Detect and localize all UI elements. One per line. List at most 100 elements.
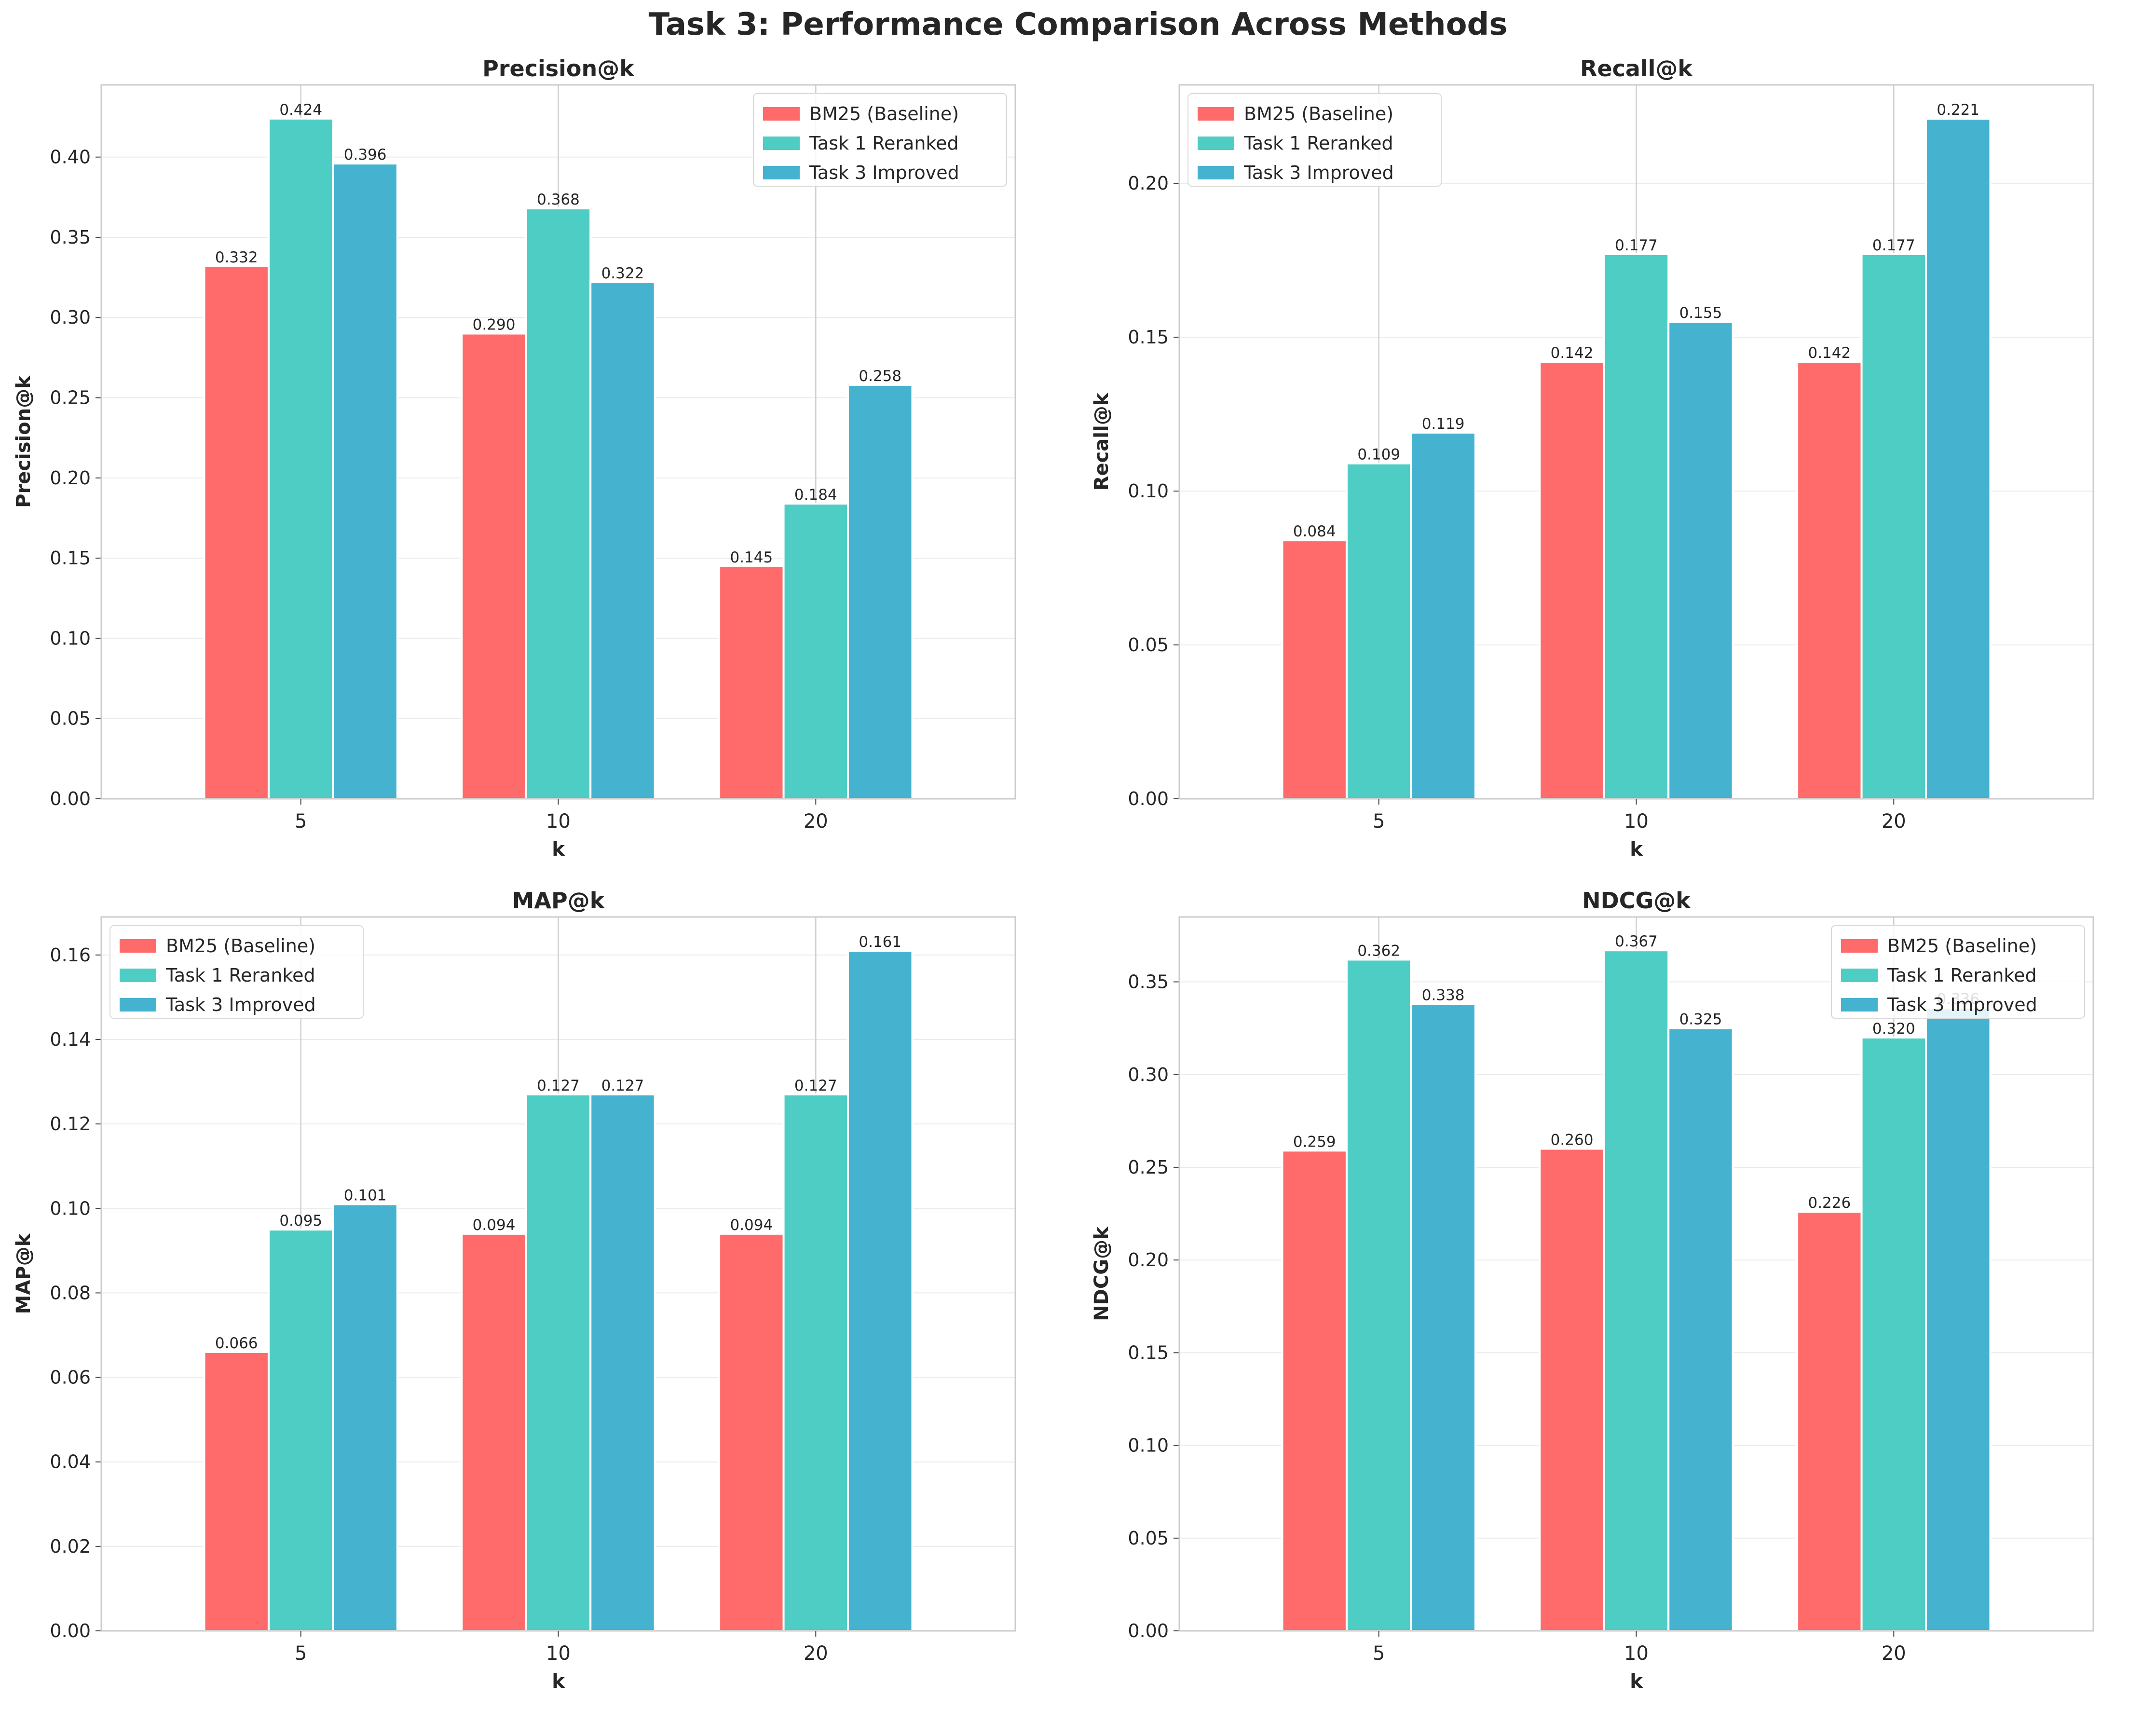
- chart1-legend-label: Task 1 Reranked: [1243, 133, 1393, 154]
- chart2-xtick-label: 10: [546, 1642, 571, 1665]
- chart1-value-label: 0.084: [1293, 523, 1336, 540]
- chart2-value-label: 0.127: [601, 1077, 644, 1094]
- chart0-value-label: 0.145: [730, 549, 773, 566]
- chart2-legend-label: Task 1 Reranked: [165, 965, 315, 986]
- chart1-legend-swatch-task-1-reranked: [1198, 137, 1234, 150]
- chart1-ytick-label: 0.20: [1128, 173, 1169, 194]
- chart0-value-label: 0.332: [215, 249, 258, 266]
- chart3-ytick-label: 0.20: [1128, 1249, 1169, 1271]
- chart0-ytick-label: 0.35: [50, 227, 91, 248]
- chart0-bar-task-1-reranked: [267, 117, 334, 800]
- chart0-value-label: 0.184: [794, 486, 837, 504]
- chart2-ytick-label: 0.06: [50, 1367, 91, 1388]
- chart2-bar-task-3-improved: [847, 950, 914, 1632]
- chart1-value-label: 0.221: [1937, 101, 1979, 119]
- chart1-value-label: 0.119: [1422, 415, 1465, 433]
- chart0-bar-task-1-reranked: [525, 207, 592, 800]
- chart2-ytick-label: 0.02: [50, 1536, 91, 1557]
- chart1-ytick-label: 0.15: [1128, 327, 1169, 348]
- chart1-value-label: 0.177: [1872, 237, 1915, 254]
- chart3-legend-box: [1831, 925, 2085, 1019]
- chart0-bar-task-3-improved: [589, 281, 656, 800]
- chart1-bar-bm25-baseline: [1281, 539, 1348, 800]
- chart3-legend-swatch-task-1-reranked: [1841, 969, 1878, 982]
- chart2-bar-task-1-reranked: [267, 1229, 334, 1632]
- chart0-ytick-label: 0.05: [50, 708, 91, 729]
- chart0-legend-box: [753, 93, 1007, 187]
- chart3-bar-task-3-improved: [1410, 1003, 1476, 1632]
- chart3-bar-bm25-baseline: [1539, 1148, 1605, 1632]
- chart1-value-label: 0.109: [1357, 446, 1400, 464]
- chart0-ytick-label: 0.25: [50, 387, 91, 409]
- chart2-ytick-label: 0.14: [50, 1029, 91, 1050]
- chart2-ytick-label: 0.04: [50, 1451, 91, 1473]
- chart3-bar-task-1-reranked: [1345, 958, 1412, 1632]
- chart2-value-label: 0.101: [344, 1187, 387, 1204]
- chart1-legend: BM25 (Baseline) Task 1 Reranked Task 3 Imp…: [1187, 93, 1442, 187]
- chart0-legend: BM25 (Baseline) Task 1 Reranked Task 3 Imp…: [753, 93, 1007, 187]
- chart3-bar-task-3-improved: [1925, 1007, 1992, 1632]
- chart0-bar-bm25-baseline: [718, 565, 785, 800]
- chart0-xtick-label: 20: [804, 810, 828, 833]
- chart1-title: Recall@k: [1580, 55, 1693, 82]
- chart3-legend-swatch-bm25-baseline: [1841, 939, 1878, 953]
- chart3-legend-swatch-task-3-improved: [1841, 998, 1878, 1012]
- chart3-xtick-label: 5: [1373, 1642, 1385, 1665]
- chart3-ylabel: NDCG@k: [1091, 1226, 1113, 1321]
- chart0-legend-swatch-task-3-improved: [763, 166, 800, 179]
- chart2-legend-swatch-task-1-reranked: [120, 969, 156, 982]
- chart0-ytick-label: 0.20: [50, 467, 91, 489]
- chart0-legend-label: Task 1 Reranked: [809, 133, 959, 154]
- chart0-ytick-label: 0.30: [50, 307, 91, 328]
- chart2-legend-box: [109, 925, 364, 1019]
- chart3-legend: BM25 (Baseline) Task 1 Reranked Task 3 Imp…: [1831, 925, 2085, 1019]
- chart3-xtick-label: 20: [1882, 1642, 1906, 1665]
- chart2-value-label: 0.094: [473, 1217, 516, 1234]
- chart3-bar-bm25-baseline: [1796, 1211, 1863, 1632]
- chart1-bar-task-3-improved: [1925, 118, 1992, 800]
- chart2-bar-task-3-improved: [589, 1093, 656, 1632]
- chart3-value-label: 0.325: [1679, 1011, 1722, 1028]
- chart3-value-label: 0.338: [1422, 987, 1465, 1004]
- chart2-value-label: 0.066: [215, 1335, 258, 1352]
- chart3-bar-bm25-baseline: [1281, 1149, 1348, 1632]
- chart1-value-label: 0.142: [1808, 344, 1851, 362]
- chart0-bar-bm25-baseline: [203, 265, 270, 800]
- chart3-bar-task-3-improved: [1667, 1027, 1734, 1632]
- chart1-bar-bm25-baseline: [1796, 361, 1863, 800]
- chart2-xlabel: k: [552, 1670, 565, 1693]
- chart3-ytick-label: 0.00: [1128, 1620, 1169, 1641]
- chart0-xtick-label: 5: [295, 810, 307, 833]
- chart1-bar-task-1-reranked: [1345, 462, 1412, 800]
- chart0-value-label: 0.368: [537, 191, 580, 208]
- chart1-ytick-label: 0.00: [1128, 788, 1169, 809]
- precision-chart: 0.00 0.05 0.10 0.15 0.20 0.25 0.30 0.35 0.40 0.33…: [13, 55, 1016, 861]
- chart2-value-label: 0.095: [279, 1212, 322, 1230]
- chart0-legend-label: BM25 (Baseline): [809, 103, 959, 124]
- chart2-bar-bm25-baseline: [461, 1232, 527, 1632]
- chart1-xtick-label: 20: [1882, 810, 1906, 833]
- chart3-value-label: 0.226: [1808, 1194, 1851, 1212]
- chart0-legend-label: Task 3 Improved: [809, 162, 959, 183]
- chart1-xtick-label: 5: [1373, 810, 1385, 833]
- chart0-xtick-label: 10: [546, 810, 571, 833]
- chart0-value-label: 0.322: [601, 265, 644, 282]
- chart1-bar-bm25-baseline: [1539, 361, 1605, 800]
- chart3-xlabel: k: [1630, 1670, 1643, 1693]
- chart0-bar-bm25-baseline: [461, 332, 527, 800]
- chart1-ylabel: Recall@k: [1091, 392, 1113, 491]
- chart3-legend-label: BM25 (Baseline): [1887, 935, 2037, 957]
- chart3-value-label: 0.260: [1551, 1132, 1594, 1149]
- chart0-xlabel: k: [552, 838, 565, 861]
- chart2-legend-label: Task 3 Improved: [165, 994, 316, 1015]
- chart0-bar-task-1-reranked: [782, 503, 849, 800]
- chart2-ytick-label: 0.10: [50, 1198, 91, 1219]
- chart0-ytick-label: 0.10: [50, 628, 91, 649]
- chart3-value-label: 0.362: [1357, 942, 1400, 959]
- chart1-legend-swatch-task-3-improved: [1198, 166, 1234, 179]
- chart0-value-label: 0.258: [859, 368, 901, 385]
- chart3-ytick-label: 0.35: [1128, 971, 1169, 993]
- chart1-ytick-label: 0.10: [1128, 480, 1169, 502]
- chart0-bar-task-3-improved: [847, 383, 914, 800]
- chart3-ytick-label: 0.05: [1128, 1528, 1169, 1549]
